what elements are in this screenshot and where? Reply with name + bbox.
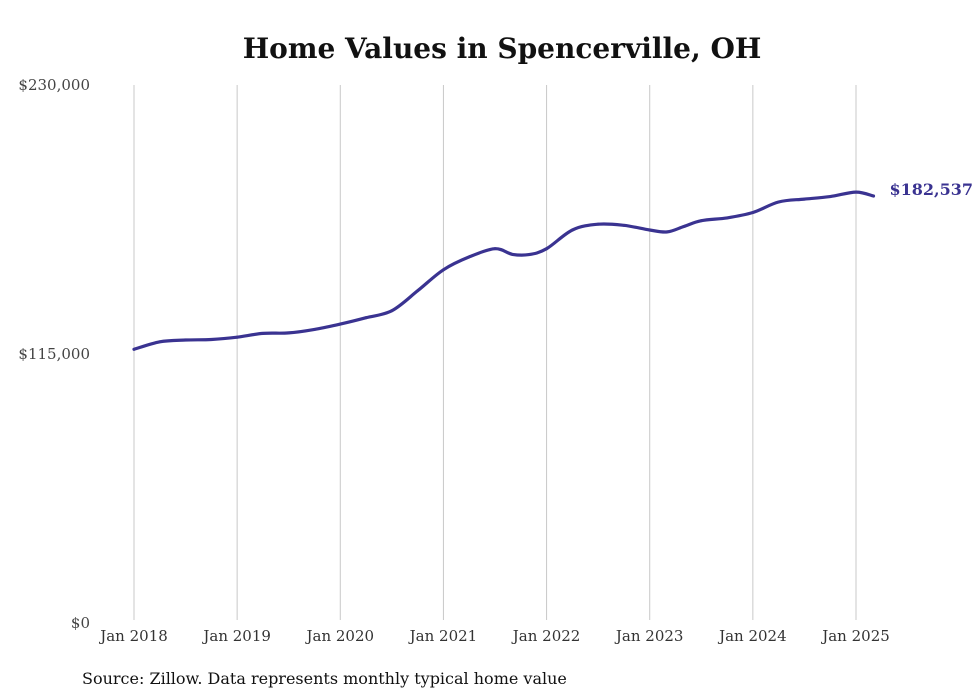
series-line: [132, 190, 876, 351]
data-point: [777, 200, 780, 204]
x-tick-label: Jan 2024: [717, 627, 787, 645]
data-point: [682, 225, 686, 228]
data-point: [493, 247, 497, 251]
data-point: [390, 309, 394, 313]
data-point: [416, 289, 419, 293]
data-point: [287, 331, 291, 335]
data-point: [622, 223, 626, 227]
y-tick-label: $115,000: [18, 345, 90, 363]
data-point: [751, 211, 755, 214]
x-tick-label: Jan 2021: [408, 627, 478, 645]
gridlines: [133, 85, 857, 620]
data-point: [235, 335, 239, 339]
data-point: [665, 230, 669, 234]
data-point: [313, 328, 316, 331]
data-point: [527, 253, 531, 256]
x-tick-label: Jan 2018: [98, 627, 168, 645]
data-point: [511, 253, 514, 256]
data-point: [467, 255, 471, 259]
data-point: [184, 338, 188, 342]
series-layer: [132, 190, 876, 351]
source-note: Source: Zillow. Data represents monthly …: [82, 669, 567, 688]
data-point: [545, 247, 548, 251]
x-tick-label: Jan 2020: [305, 627, 375, 645]
data-point: [699, 219, 703, 223]
x-tick-label: Jan 2022: [511, 627, 581, 645]
data-point: [364, 316, 368, 320]
data-point: [725, 216, 729, 220]
end-value-label: $182,537: [890, 180, 974, 199]
data-point: [854, 190, 858, 194]
data-point: [803, 197, 806, 201]
data-point: [261, 332, 265, 335]
data-point: [648, 228, 652, 232]
x-axis-ticks: Jan 2018 Jan 2019 Jan 2020 Jan 2021 Jan 2022…: [98, 627, 890, 645]
data-point: [158, 340, 162, 344]
data-point: [571, 228, 574, 232]
y-axis-ticks: $0 $115,000 $230,000: [18, 76, 90, 632]
chart-title: Home Values in Spencerville, OH: [243, 32, 762, 65]
y-tick-label: $230,000: [18, 76, 90, 94]
data-point: [210, 338, 213, 341]
x-tick-label: Jan 2023: [614, 627, 684, 645]
x-tick-label: Jan 2019: [201, 627, 271, 645]
data-point: [596, 222, 600, 226]
data-point: [828, 195, 832, 199]
data-point: [338, 322, 342, 326]
data-point: [872, 194, 875, 198]
x-tick-label: Jan 2025: [820, 627, 890, 645]
data-point: [132, 347, 136, 351]
data-point: [442, 268, 445, 272]
y-tick-label: $0: [71, 614, 90, 632]
